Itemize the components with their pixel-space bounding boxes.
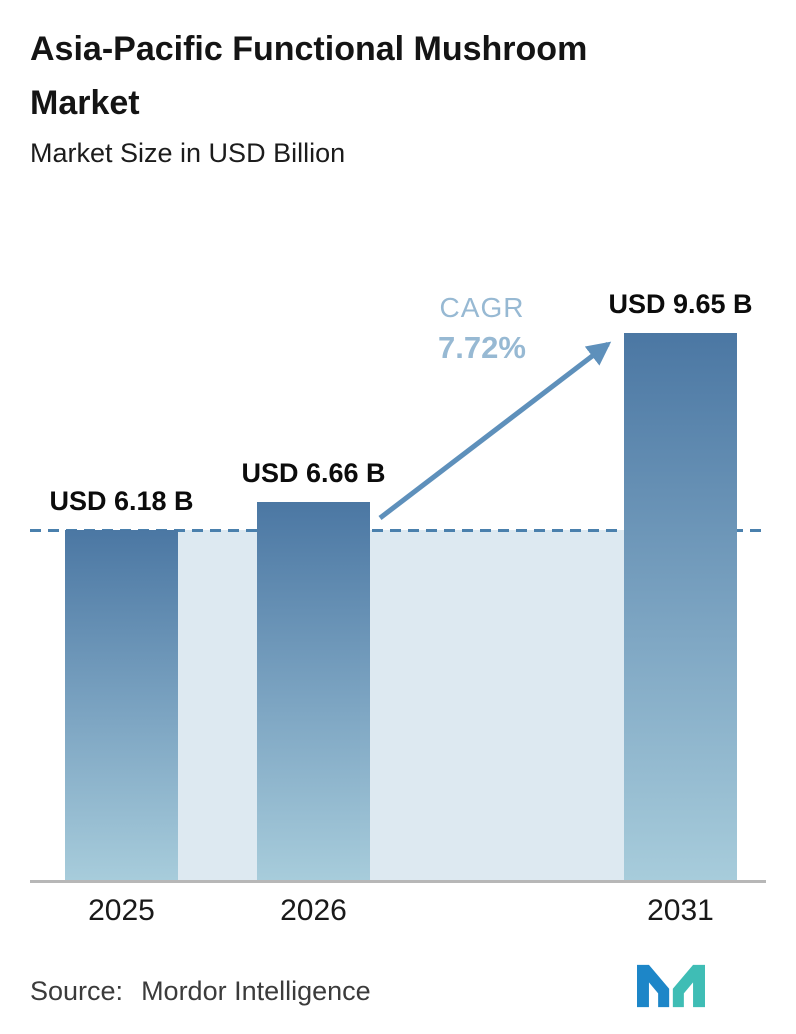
growth-arrow — [378, 341, 612, 520]
cagr-value: 7.72% — [438, 330, 526, 365]
source-label: Source: — [30, 976, 124, 1006]
mordor-intelligence-logo — [637, 964, 705, 1008]
x-axis-label: 2031 — [647, 894, 714, 927]
bar-2026 — [257, 502, 370, 880]
x-axis-line — [30, 880, 766, 883]
source-note: Source: Mordor Intelligence — [30, 976, 371, 1007]
source-value: Mordor Intelligence — [141, 976, 371, 1006]
bar-2031 — [624, 333, 737, 880]
cagr-label: CAGR — [439, 292, 525, 323]
bar-value-label: USD 6.18 B — [49, 486, 194, 516]
baseline-dashed-line — [30, 529, 766, 532]
cagr-annotation: CAGR 7.72% — [402, 292, 562, 366]
chart-title: Asia-Pacific Functional Mushroom Market — [30, 30, 588, 122]
bar-value-label: USD 6.66 B — [241, 458, 386, 488]
bar-2025 — [65, 530, 178, 880]
x-axis-label: 2025 — [88, 894, 155, 927]
bar-value-label: USD 9.65 B — [608, 289, 753, 319]
chart-subtitle: Market Size in USD Billion — [30, 138, 346, 168]
x-axis-label: 2026 — [280, 894, 347, 927]
